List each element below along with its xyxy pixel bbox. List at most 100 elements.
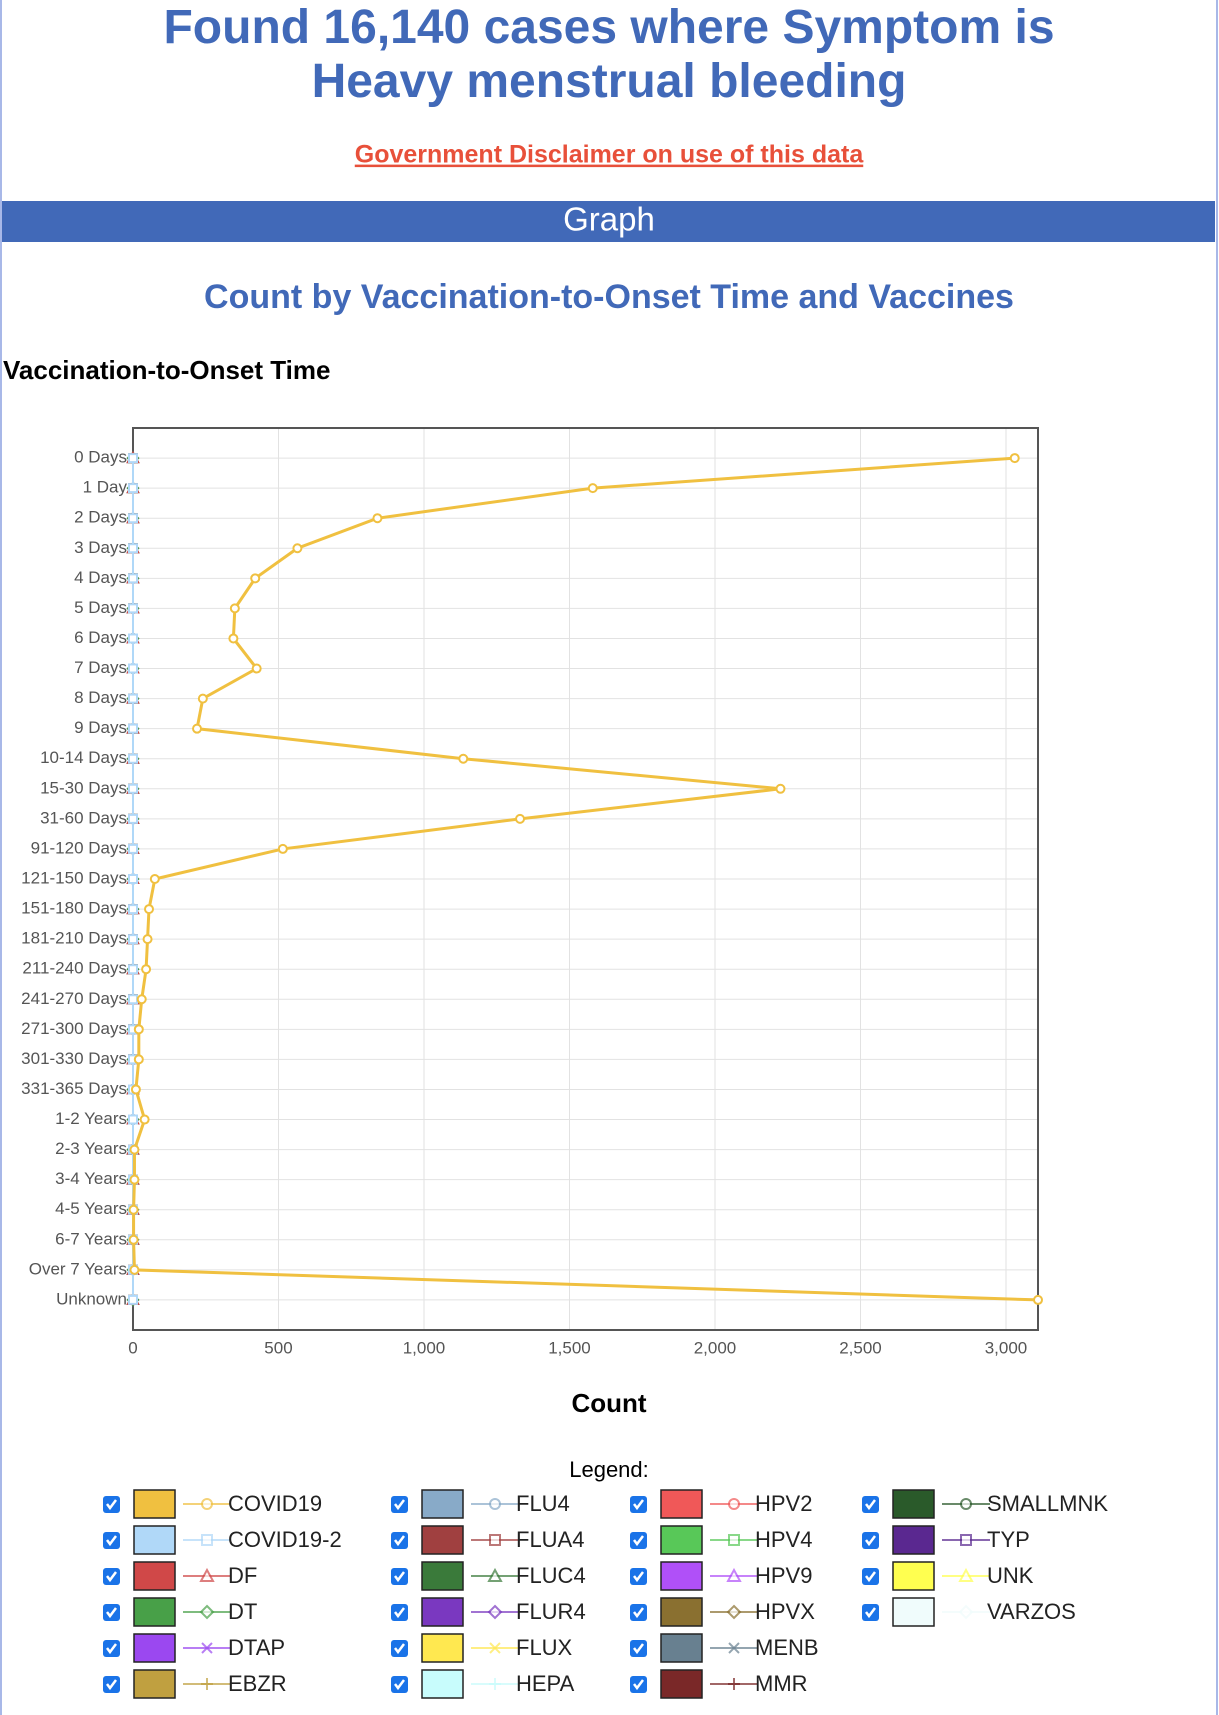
section-bar [2, 201, 1215, 242]
legend-marker [201, 1498, 213, 1510]
checkmark [106, 1535, 117, 1547]
data-point [149, 874, 160, 884]
legend-label: FLUX [516, 1635, 573, 1660]
legend-marker [487, 1604, 503, 1620]
data-point [144, 904, 155, 915]
y-tick-label: 6 Days [74, 628, 127, 647]
y-tick-label: 15-30 Days [40, 778, 127, 797]
legend-swatch [133, 1489, 176, 1519]
legend-label: COVID19 [228, 1491, 322, 1516]
disclaimer-link[interactable]: Government Disclaimer on use of this dat… [355, 141, 865, 169]
x-tick-label: 500 [264, 1338, 292, 1357]
data-point [372, 513, 383, 524]
legend-swatch [133, 1597, 176, 1627]
data-point [128, 874, 138, 884]
legend-label: MENB [755, 1635, 819, 1660]
legend-swatch [133, 1525, 176, 1555]
data-point [251, 663, 262, 674]
legend-swatch [892, 1597, 935, 1627]
checkmark [633, 1643, 644, 1655]
data-point [229, 603, 240, 614]
y-tick-label: 1-2 Years [55, 1109, 127, 1128]
legend-swatch [660, 1489, 703, 1519]
legend-marker [958, 1604, 974, 1620]
legend-swatch [133, 1669, 176, 1699]
legend-swatch [660, 1669, 703, 1699]
data-point [228, 633, 239, 644]
legend-swatch [133, 1561, 176, 1591]
y-tick-label: 8 Days [74, 688, 127, 707]
legend-swatch [421, 1669, 464, 1699]
legend-label: HPV9 [755, 1563, 812, 1588]
legend-swatch [660, 1633, 703, 1663]
y-tick-label: 121-150 Days [21, 868, 127, 887]
legend-marker [201, 1678, 213, 1690]
y-tick-label: 0 Days [74, 448, 127, 467]
legend-marker [728, 1642, 740, 1654]
y-tick-label: 241-270 Days [21, 989, 127, 1008]
legend-swatch [421, 1489, 464, 1519]
checkmark [633, 1679, 644, 1691]
legend-swatch [421, 1561, 464, 1591]
legend-swatch [421, 1597, 464, 1627]
checkmark [633, 1607, 644, 1619]
data-point [130, 1084, 141, 1095]
data-point [128, 1204, 139, 1215]
x-tick-label: 3,000 [985, 1338, 1028, 1357]
x-tick-label: 0 [128, 1338, 137, 1357]
checkmark [106, 1643, 117, 1655]
y-tick-label: 31-60 Days [40, 808, 127, 827]
y-tick-label: 6-7 Years [55, 1229, 127, 1248]
y-tick-label: 5 Days [74, 598, 127, 617]
y-tick-label: 211-240 Days [22, 959, 127, 978]
data-point [128, 573, 138, 584]
legend-marker [489, 1678, 501, 1690]
data-point [141, 964, 152, 975]
legend-label: HPVX [755, 1599, 815, 1624]
data-point [128, 453, 138, 464]
checkmark [865, 1535, 876, 1547]
legend-label: FLUC4 [516, 1563, 586, 1588]
legend-marker [726, 1604, 742, 1620]
data-point [587, 483, 598, 494]
y-axis-label: Vaccination-to-Onset Time [3, 355, 330, 385]
legend-label: FLU4 [516, 1491, 570, 1516]
data-point [142, 934, 153, 945]
data-point [128, 1114, 138, 1125]
checkmark [865, 1499, 876, 1511]
legend-marker [201, 1642, 213, 1654]
y-tick-label: 181-210 Days [21, 929, 127, 948]
checkmark [633, 1571, 644, 1583]
data-point [128, 663, 138, 674]
legend-label: HEPA [516, 1671, 575, 1696]
legend-title: Legend: [569, 1457, 649, 1482]
legend-label: FLUR4 [516, 1599, 586, 1624]
legend-marker [201, 1534, 213, 1546]
checkmark [106, 1499, 117, 1511]
legend-label: DT [228, 1599, 257, 1624]
legend-swatch [892, 1489, 935, 1519]
data-point [129, 1144, 140, 1155]
x-axis-label: Count [571, 1388, 646, 1418]
legend-marker [199, 1567, 215, 1582]
checkmark [394, 1535, 405, 1547]
y-tick-label: 3-4 Years [55, 1169, 127, 1188]
y-tick-label: 9 Days [74, 718, 127, 737]
legend-marker [489, 1498, 501, 1510]
data-point [277, 843, 288, 854]
data-point [1009, 453, 1020, 464]
y-tick-label: 4 Days [74, 568, 127, 587]
y-tick-label: 1 Day [83, 478, 128, 497]
data-point [128, 783, 138, 794]
data-point [775, 783, 786, 794]
y-tick-label: 331-365 Days [21, 1079, 127, 1098]
data-point [139, 1114, 150, 1125]
data-point [133, 1054, 144, 1065]
y-tick-label: 151-180 Days [21, 899, 127, 918]
section-title: Graph [563, 201, 655, 238]
checkmark [633, 1499, 644, 1511]
chart-title: Count by Vaccination-to-Onset Time and V… [204, 278, 1014, 316]
x-tick-label: 1,000 [403, 1338, 446, 1357]
